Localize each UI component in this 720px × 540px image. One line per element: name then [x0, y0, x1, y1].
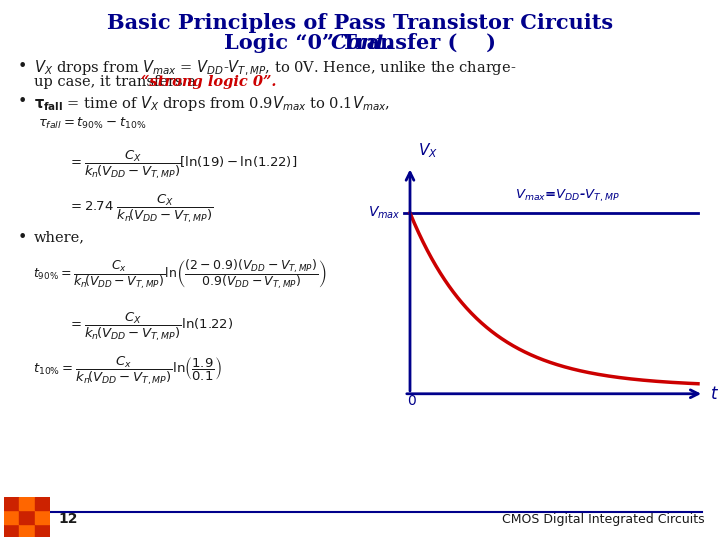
Text: $= 2.74\;\dfrac{C_X}{k_n\!\left(V_{DD}-V_{T,MP}\right)}$: $= 2.74\;\dfrac{C_X}{k_n\!\left(V_{DD}-V… [68, 192, 214, 225]
Text: $t_{10\%} = \dfrac{C_x}{k_n\!\left(V_{DD}-V_{T,MP}\right)} \ln\!\left(\dfrac{1.9: $t_{10\%} = \dfrac{C_x}{k_n\!\left(V_{DD… [33, 354, 222, 387]
Text: $= \dfrac{C_X}{k_n\!\left(V_{DD}-V_{T,MP}\right)}\!\left[\ln(19) - \ln(1.22)\rig: $= \dfrac{C_X}{k_n\!\left(V_{DD}-V_{T,MP… [68, 148, 297, 180]
Text: $t_{90\%} = \dfrac{C_x}{k_n\!\left(V_{DD}-V_{T,MP}\right)} \ln\!\left(\dfrac{(2-: $t_{90\%} = \dfrac{C_x}{k_n\!\left(V_{DD… [33, 258, 326, 292]
Text: $V_{max}$=$V_{DD}$-$V_{T,MP}$: $V_{max}$=$V_{DD}$-$V_{T,MP}$ [515, 187, 620, 204]
Text: 0: 0 [408, 394, 416, 408]
Text: $\tau_{fall} = t_{90\%} - t_{10\%}$: $\tau_{fall} = t_{90\%} - t_{10\%}$ [38, 116, 146, 131]
Bar [4, 510, 19, 524]
Text: up case, it transfers a: up case, it transfers a [34, 75, 201, 89]
Text: •: • [18, 230, 27, 245]
Bar [35, 497, 50, 510]
Bar [4, 497, 19, 510]
Text: •: • [18, 59, 27, 74]
Bar [35, 524, 50, 537]
Text: $V_{max}$: $V_{max}$ [368, 205, 401, 221]
Bar [19, 510, 35, 524]
Text: “strong logic 0”.: “strong logic 0”. [141, 75, 276, 89]
Text: •: • [18, 94, 27, 109]
Text: $t$: $t$ [710, 385, 719, 403]
Text: $V_X$: $V_X$ [418, 141, 438, 160]
Text: where,: where, [34, 230, 85, 244]
Bar [35, 510, 50, 524]
Text: $\mathbf{\tau}$$\mathbf{_{fall}}$ = time of $\it{V_X}$ drops from 0.9$\it{V}_{ma: $\mathbf{\tau}$$\mathbf{_{fall}}$ = time… [34, 94, 390, 113]
Bar [4, 524, 19, 537]
Text: Logic “0” Transfer (       ): Logic “0” Transfer ( ) [224, 33, 496, 53]
Text: $= \dfrac{C_X}{k_n\!\left(V_{DD}-V_{T,MP}\right)} \ln(1.22)$: $= \dfrac{C_X}{k_n\!\left(V_{DD}-V_{T,MP… [68, 310, 233, 342]
Text: CMOS Digital Integrated Circuits: CMOS Digital Integrated Circuits [503, 513, 705, 526]
Text: Basic Principles of Pass Transistor Circuits: Basic Principles of Pass Transistor Circ… [107, 13, 613, 33]
Text: $\it{V_X}$ drops from $\it{V}_{max}$ = $\it{V}_{DD}$-$\it{V}_{T,MP}$, to 0V. Hen: $\it{V_X}$ drops from $\it{V}_{max}$ = $… [34, 59, 516, 78]
Bar [19, 524, 35, 537]
Text: 12: 12 [58, 512, 78, 526]
Text: Cont.: Cont. [330, 33, 393, 53]
Bar [19, 497, 35, 510]
